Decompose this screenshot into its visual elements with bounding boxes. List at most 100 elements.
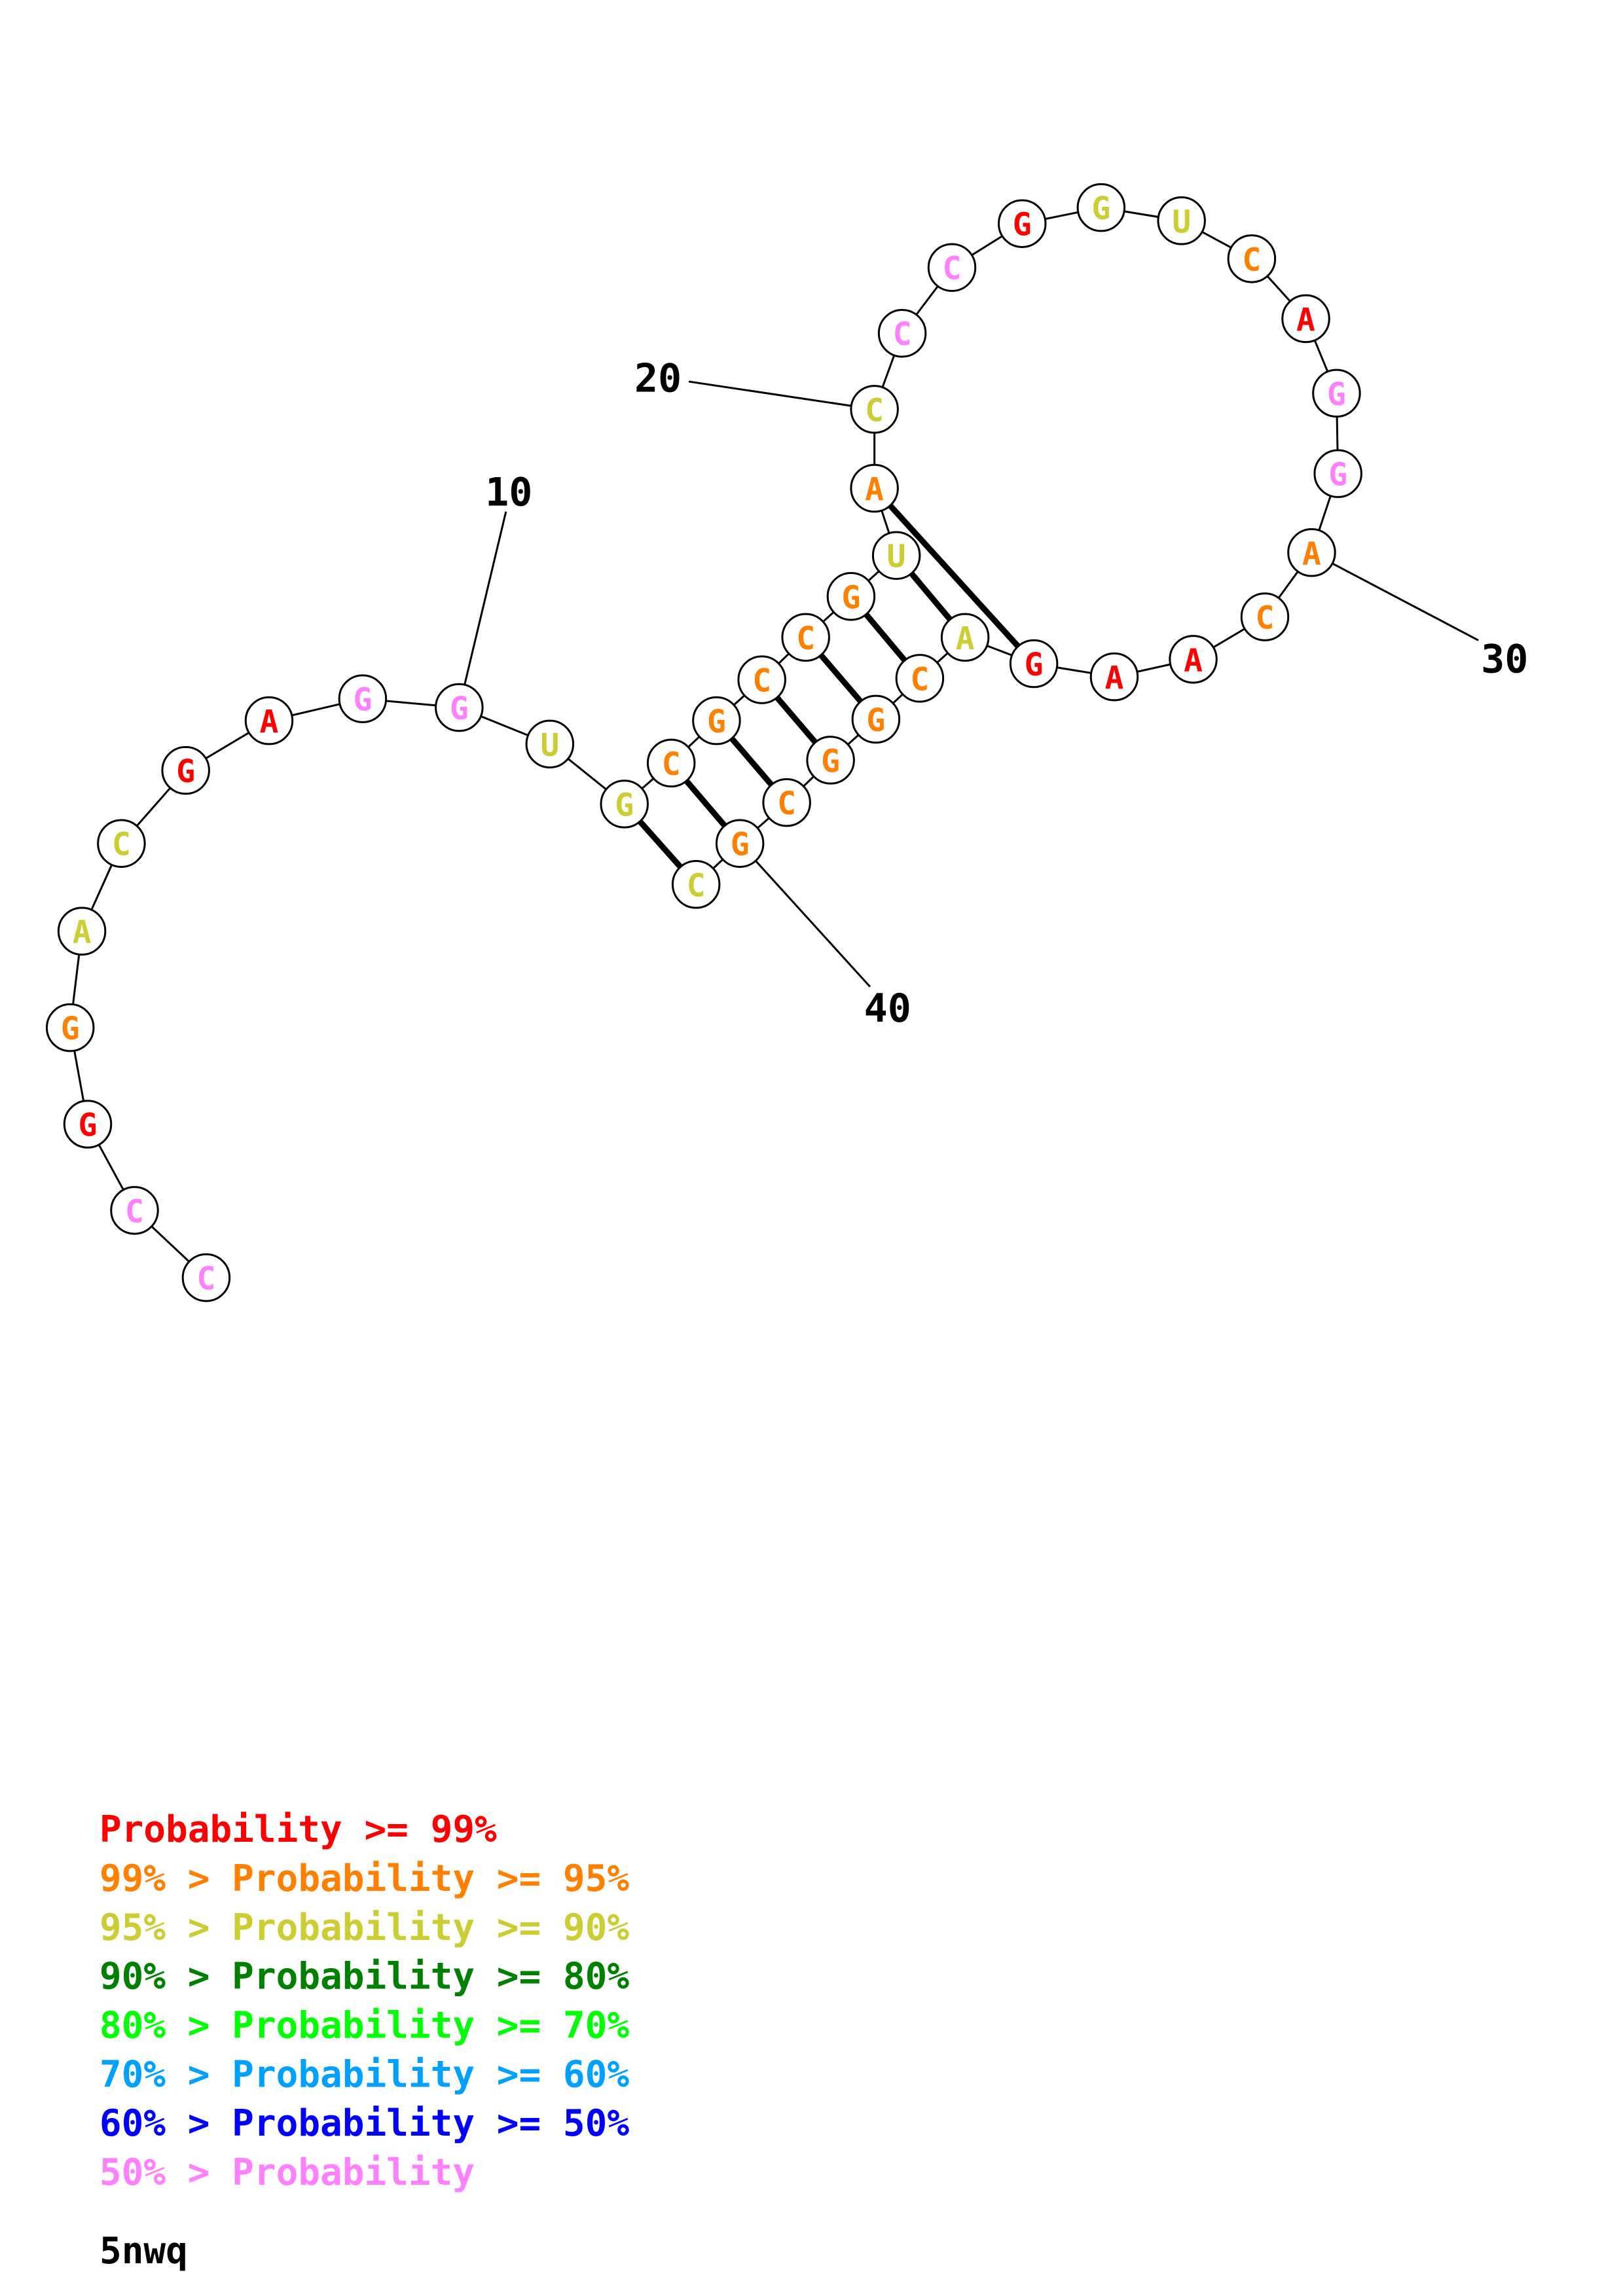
nucleotide-29: G [1313, 449, 1362, 498]
legend-prefix: 50% > [100, 2151, 232, 2194]
nucleotide-circle [63, 1100, 113, 1149]
nucleotide-letter: C [1242, 242, 1261, 278]
nucleotide-letter: G [450, 691, 469, 727]
nucleotide-circle [997, 199, 1047, 248]
legend-row: Probability >= 99% [100, 1808, 497, 1851]
nucleotide-letter: A [956, 620, 975, 657]
nucleotide-18: U [871, 531, 921, 580]
nucleotide-letter: A [1296, 302, 1315, 338]
legend-prefix: 99% > [100, 1857, 232, 1900]
nucleotide-circle [1076, 183, 1126, 232]
nucleotide-27: A [1281, 294, 1330, 344]
nucleotide-letter: G [1025, 647, 1044, 683]
nucleotide-letter: C [752, 663, 771, 700]
nucleotide-37: G [851, 694, 901, 744]
nucleotide-circle [940, 613, 990, 662]
nucleotide-4: G [45, 1003, 95, 1052]
nucleotide-2: C [110, 1186, 159, 1235]
base-pair-bond [818, 653, 864, 704]
nucleotide-5: A [57, 906, 107, 956]
nucleotide-circle [181, 1253, 231, 1302]
legend-label: Probability >= 80% [232, 1956, 629, 1998]
legend-row: 99% > Probability >= 95% [100, 1857, 629, 1900]
nucleotide-circle [244, 696, 294, 745]
nucleotide-circle [871, 531, 921, 580]
nucleotide-letter: C [943, 251, 962, 287]
nucleotide-circle [1313, 449, 1362, 498]
nucleotide-10: G [435, 683, 484, 732]
legend-prefix: 90% > [100, 1956, 232, 1998]
nucleotide-33: A [1089, 652, 1139, 702]
nucleotide-6: C [97, 819, 146, 868]
nucleotide-letter: G [821, 743, 840, 780]
nucleotide-letter: G [707, 704, 726, 740]
nucleotide-letter: G [615, 787, 634, 823]
nucleotide-letter: G [79, 1107, 98, 1144]
nucleotide-letter: A [1184, 642, 1203, 679]
position-labels: 10 20 30 40 [485, 355, 1528, 1031]
legend-label: Probability >= 99% [100, 1808, 497, 1851]
nucleotide-letter: A [865, 471, 884, 508]
nucleotide-22: C [927, 243, 977, 292]
nucleotide-circle [161, 745, 210, 795]
nucleotide-letter: C [196, 1261, 215, 1297]
nucleotide-11: U [525, 719, 575, 769]
legend-row: 95% > Probability >= 90% [100, 1907, 629, 1949]
nucleotide-circle [826, 572, 876, 621]
nucleotide-letter: G [866, 702, 885, 739]
legend-label: Probability >= 90% [232, 1907, 629, 1949]
nucleotide-circle [57, 906, 107, 956]
nucleotide-letter: A [260, 704, 279, 740]
nucleotide-circle [1009, 639, 1059, 689]
position-label-line [458, 511, 507, 708]
nucleotide-circle [338, 674, 388, 723]
nucleotide-8: A [244, 696, 294, 745]
legend-label: Probability >= 95% [232, 1857, 629, 1900]
nucleotide-41: C [671, 860, 721, 909]
legend-prefix: 80% > [100, 2004, 232, 2047]
nucleotide-9: G [338, 674, 388, 723]
nucleotide-circle [715, 819, 765, 868]
nucleotide-letter: A [1302, 535, 1321, 572]
nucleotide-circle [762, 778, 811, 827]
base-pair-bond [864, 612, 907, 662]
nucleotide-28: G [1312, 368, 1361, 418]
nucleotide-letter: C [112, 827, 131, 863]
nucleotide-letter: A [73, 914, 92, 951]
base-pair-bond [909, 571, 953, 622]
nucleotide-circle [1169, 635, 1218, 684]
legend-label: Probability >= 50% [232, 2102, 629, 2145]
nucleotide-circle [927, 243, 977, 292]
nucleotide-letter: U [887, 539, 906, 575]
nucleotide-20: C [850, 385, 899, 434]
nucleotide-letter: A [1104, 660, 1123, 696]
nucleotide-letter: C [910, 661, 929, 698]
nucleotide-36: C [895, 654, 945, 703]
nucleotide-letter: G [1091, 190, 1110, 227]
nucleotide-circle [1240, 592, 1290, 641]
nucleotide-17: G [826, 572, 876, 621]
nucleotide-circle [737, 655, 786, 704]
nucleotide-circle [1227, 234, 1277, 283]
nucleotide-letter: G [61, 1011, 80, 1047]
legend-prefix: 70% > [100, 2053, 232, 2096]
nucleotide-letter: U [1172, 204, 1191, 240]
legend-row: 70% > Probability >= 60% [100, 2053, 629, 2096]
position-label-40: 40 [864, 986, 911, 1031]
nucleotide-letter: G [1328, 457, 1347, 493]
nucleotide-3: G [63, 1100, 113, 1149]
nucleotide-letter: G [176, 753, 195, 790]
nucleotide-circle [600, 780, 649, 829]
nucleotide-13: C [646, 738, 696, 788]
position-label-lines [458, 380, 1479, 988]
position-label-line [688, 380, 875, 410]
legend-label: Probability >= 70% [232, 2004, 629, 2047]
nucleotide-31: C [1240, 592, 1290, 641]
base-pair-layer [638, 503, 1021, 869]
nucleotide-circle [110, 1186, 159, 1235]
legend-row: 60% > Probability >= 50% [100, 2102, 629, 2145]
nucleotide-16: C [781, 613, 830, 662]
nucleotide-circle [45, 1003, 95, 1052]
base-pair-bond [888, 503, 1021, 649]
